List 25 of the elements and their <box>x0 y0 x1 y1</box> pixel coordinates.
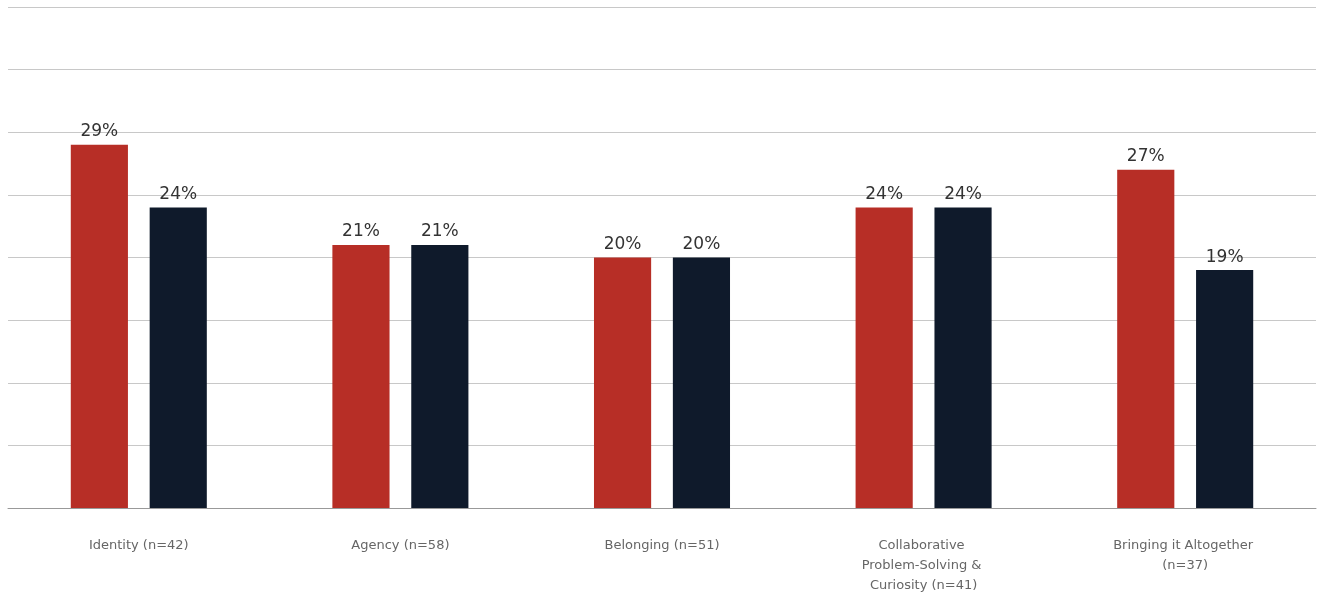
bar <box>934 207 992 508</box>
x-tick-label: Belonging (n=51) <box>604 536 720 552</box>
x-tick-label: Agency (n=58) <box>351 536 450 552</box>
data-label: 19% <box>1205 245 1244 266</box>
bar <box>1196 270 1254 508</box>
bar <box>672 257 731 508</box>
bar <box>332 244 390 508</box>
x-tick-label: Collaborative Problem-Solving & Curiosity (n=41) <box>861 536 986 592</box>
data-label: 20% <box>603 233 642 253</box>
bar <box>1117 169 1175 508</box>
x-tick-label: Identity (n=42) <box>88 536 189 552</box>
x-tick-label: Bringing it Altogether (n=37) <box>1113 536 1258 572</box>
data-label: 21% <box>420 220 459 241</box>
data-label: 27% <box>1126 145 1165 166</box>
data-label: 29% <box>80 120 119 141</box>
bar <box>411 244 469 508</box>
data-label: 24% <box>944 182 982 203</box>
data-label: 20% <box>682 233 721 253</box>
data-label: 24% <box>865 182 904 203</box>
bar <box>149 207 207 508</box>
data-label: 24% <box>159 182 198 203</box>
bar <box>593 257 652 508</box>
bar <box>70 144 128 508</box>
data-label: 21% <box>342 220 380 241</box>
bar <box>855 207 913 508</box>
